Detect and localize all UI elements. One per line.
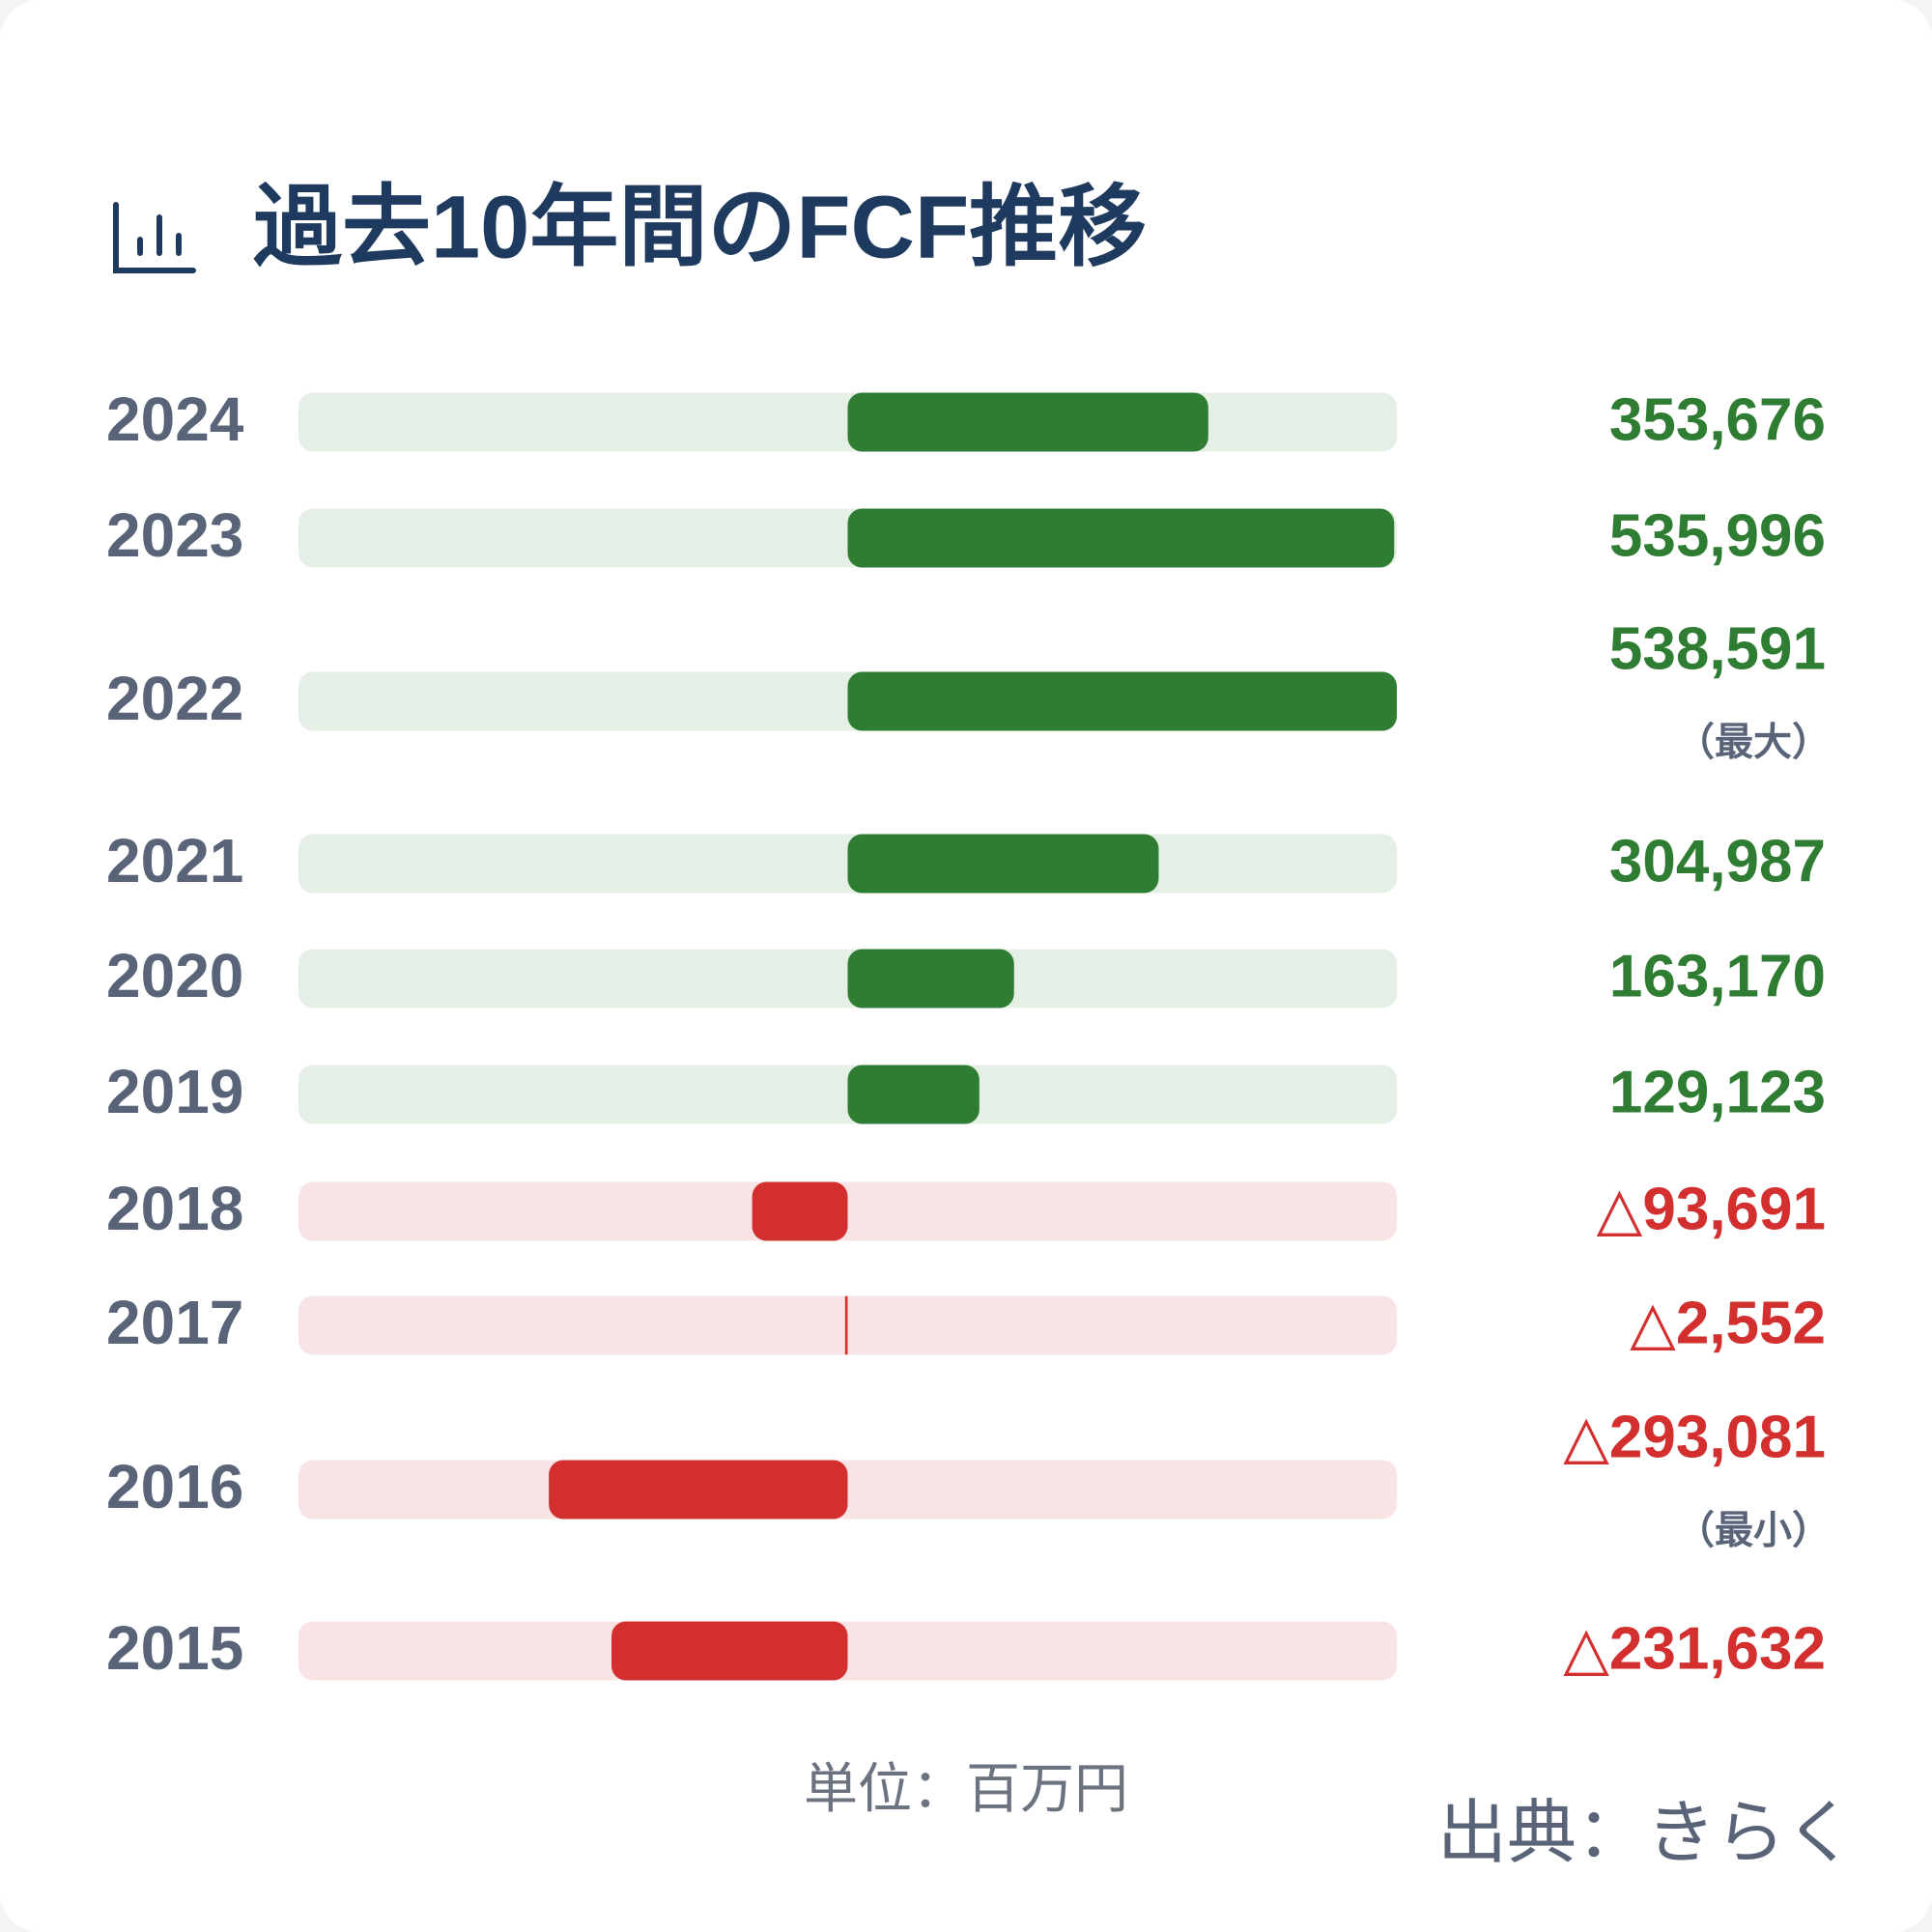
value-label: 163,170: [1609, 943, 1826, 1009]
value-label: △231,632: [1563, 1615, 1826, 1682]
bar: [847, 671, 1397, 731]
source-note: 出典：きらく: [1437, 1795, 1855, 1872]
bar: [847, 834, 1159, 894]
year-label: 2022: [106, 664, 243, 733]
bar: [847, 508, 1395, 568]
value-label: 535,996: [1609, 502, 1826, 569]
value-label: 129,123: [1609, 1059, 1826, 1125]
value-note: （最小）: [1676, 1510, 1831, 1552]
chart-icon: [113, 202, 196, 273]
value-label: △293,081: [1563, 1404, 1826, 1470]
bar: [847, 1065, 980, 1124]
year-label: 2015: [106, 1613, 243, 1683]
bar: [847, 392, 1208, 452]
year-label: 2023: [106, 500, 243, 570]
year-label: 2024: [106, 384, 244, 454]
year-label: 2018: [106, 1174, 243, 1243]
year-label: 2021: [106, 826, 243, 895]
year-label: 2020: [106, 941, 243, 1010]
value-label: 538,591: [1609, 615, 1826, 682]
value-note: （最大）: [1676, 722, 1831, 764]
year-label: 2016: [106, 1452, 243, 1521]
value-label: △93,691: [1597, 1176, 1826, 1242]
bar: [844, 1295, 848, 1355]
value-label: 353,676: [1609, 386, 1826, 453]
value-label: △2,552: [1630, 1290, 1826, 1356]
year-label: 2017: [106, 1288, 243, 1357]
bar: [611, 1621, 848, 1681]
bar: [549, 1460, 848, 1520]
unit-note: 単位：百万円: [804, 1758, 1128, 1819]
bar: [752, 1181, 848, 1241]
year-label: 2019: [106, 1057, 243, 1126]
value-label: 304,987: [1609, 828, 1826, 895]
chart-title: 過去10年間のFCF推移: [253, 178, 1147, 276]
bar: [847, 949, 1014, 1009]
